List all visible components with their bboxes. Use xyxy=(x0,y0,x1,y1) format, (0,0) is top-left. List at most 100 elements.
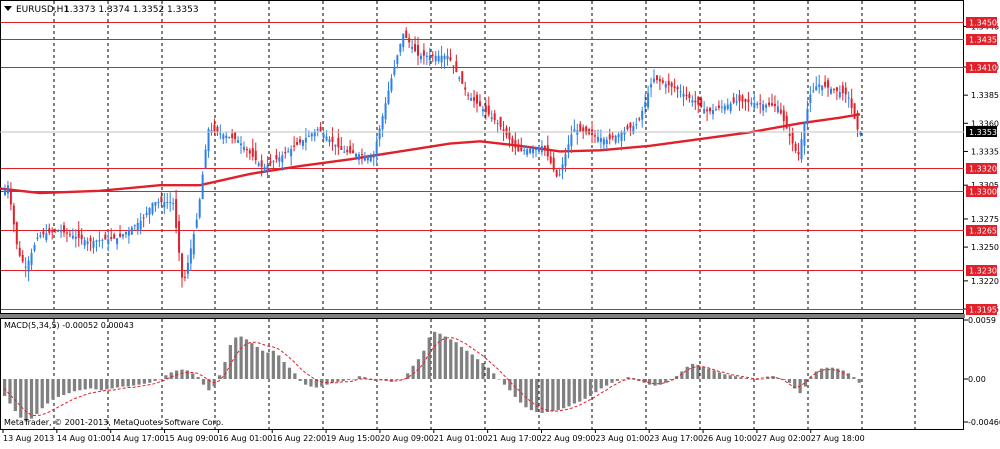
candle-body xyxy=(290,149,293,157)
candle-body xyxy=(237,140,240,143)
candle-body xyxy=(343,151,346,153)
candle-body xyxy=(399,43,402,52)
candle-body xyxy=(771,103,773,106)
candle-body xyxy=(732,97,735,103)
candle-body xyxy=(284,152,287,154)
macd-bar xyxy=(137,379,141,385)
candle-body xyxy=(535,147,537,151)
candle-body xyxy=(266,165,269,172)
candle-body xyxy=(340,146,343,150)
candle-body xyxy=(791,131,794,144)
candle-body xyxy=(567,144,570,152)
time-label: 19 Aug 15:00 xyxy=(326,434,380,443)
level-tag-label: 1.3230 xyxy=(969,267,997,276)
candle-body xyxy=(402,33,405,47)
candle-body xyxy=(434,55,437,62)
macd-bar xyxy=(449,339,453,379)
candle-body xyxy=(747,99,750,103)
macd-bar xyxy=(760,379,765,380)
candle-body xyxy=(71,235,74,239)
candle-body xyxy=(225,135,228,139)
macd-bar xyxy=(481,362,485,379)
candle-body xyxy=(213,124,216,132)
candle-body xyxy=(331,136,334,142)
candle-body xyxy=(632,125,635,134)
candle-body xyxy=(635,124,638,126)
candle-body xyxy=(334,144,337,147)
candle-body xyxy=(779,109,782,114)
macd-bar xyxy=(599,379,603,389)
candle-body xyxy=(257,163,260,166)
candle-body xyxy=(555,170,558,177)
candle-body xyxy=(160,196,163,203)
candle-body xyxy=(393,66,396,75)
candle-body xyxy=(650,84,653,88)
macd-bar xyxy=(551,379,555,412)
candle-body xyxy=(12,205,15,225)
macd-bar xyxy=(8,379,12,404)
candle-body xyxy=(726,104,729,110)
candle-body xyxy=(110,237,113,239)
candle-body xyxy=(720,106,723,108)
candle-body xyxy=(750,102,753,105)
candle-body xyxy=(98,240,101,242)
candle-body xyxy=(832,88,835,90)
candle-body xyxy=(576,130,579,135)
candle-body xyxy=(549,156,552,164)
macd-bar xyxy=(298,379,302,381)
time-label: 16 Aug 01:00 xyxy=(218,434,272,443)
macd-bar xyxy=(830,367,834,379)
candle-body xyxy=(844,87,847,95)
candle-body xyxy=(653,78,655,82)
candle-body xyxy=(709,107,712,112)
macd-bar xyxy=(841,370,845,379)
price-level-lines xyxy=(1,22,964,310)
candle-body xyxy=(77,230,80,238)
macd-bar xyxy=(406,373,410,379)
panel-separator xyxy=(0,314,965,318)
time-label: 23 Aug 17:00 xyxy=(649,434,703,443)
macd-bar xyxy=(89,379,93,389)
time-label: 21 Aug 17:00 xyxy=(488,434,542,443)
candle-body xyxy=(422,50,425,56)
macd-bar xyxy=(314,379,318,388)
macd-bar xyxy=(696,364,700,379)
macd-bar xyxy=(438,333,442,379)
candle-body xyxy=(201,174,204,200)
macd-bar xyxy=(562,379,566,409)
candle-body xyxy=(310,133,313,137)
candle-body xyxy=(133,225,136,227)
candle-body xyxy=(101,239,104,241)
macd-bar xyxy=(519,379,523,403)
macd-bar xyxy=(836,368,840,379)
level-price-tags: 1.3450 1.3435 1.3410 1.3320 1.3300 1.3265 1.32… xyxy=(966,17,997,315)
macd-bar xyxy=(750,379,754,380)
candle-body xyxy=(821,85,824,91)
candle-body xyxy=(602,138,605,145)
candle-body xyxy=(629,122,632,128)
macd-bar xyxy=(196,377,200,379)
candle-body xyxy=(248,150,251,154)
time-label: 13 Aug 2013 xyxy=(3,434,54,443)
candle-body xyxy=(219,133,222,135)
candle-body xyxy=(222,134,225,140)
macd-bar xyxy=(578,379,582,402)
dropdown-arrow-icon[interactable] xyxy=(4,6,12,11)
candle-body xyxy=(470,98,473,101)
macd-bar xyxy=(535,379,539,413)
price-tick-label: 1.3305 xyxy=(971,181,999,190)
candle-body xyxy=(773,103,776,106)
macd-bar xyxy=(648,379,652,385)
candle-body xyxy=(759,103,762,105)
level-tag xyxy=(966,34,997,45)
macd-bar xyxy=(56,379,60,397)
macd-bar xyxy=(583,379,587,399)
macd-bar xyxy=(793,379,797,389)
candle-body xyxy=(358,154,360,160)
candle-body xyxy=(419,55,422,60)
candle-body xyxy=(694,100,697,103)
macd-bar xyxy=(540,379,544,413)
current-price-label: 1.3353 xyxy=(969,128,997,137)
